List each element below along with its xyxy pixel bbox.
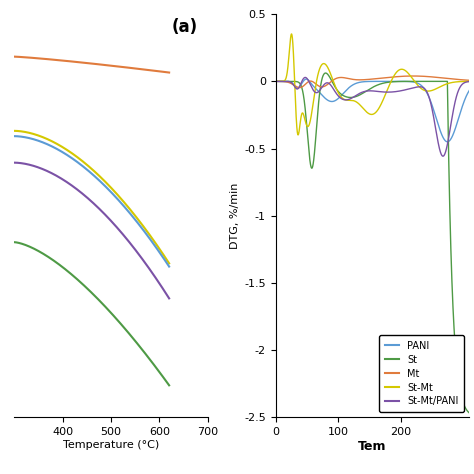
Legend: PANI, St, Mt, St-Mt, St-Mt/PANI: PANI, St, Mt, St-Mt, St-Mt/PANI xyxy=(379,335,465,412)
Text: (a): (a) xyxy=(172,18,198,36)
Y-axis label: DTG, %/min: DTG, %/min xyxy=(230,182,240,249)
X-axis label: Tem: Tem xyxy=(358,439,387,453)
X-axis label: Temperature (°C): Temperature (°C) xyxy=(63,439,159,450)
